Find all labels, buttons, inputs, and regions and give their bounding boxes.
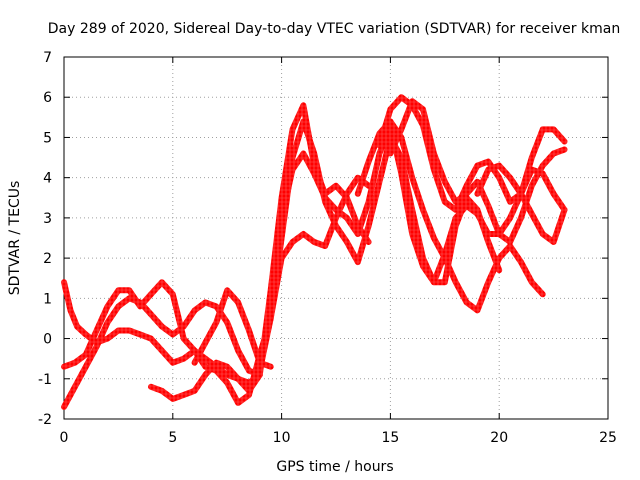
x-tick-labels: 0 5 10 15 20 25 <box>60 430 617 446</box>
chart-title: Day 289 of 2020, Sidereal Day-to-day VTE… <box>48 21 620 37</box>
data-series <box>61 94 568 410</box>
y-tick-labels: -2 -1 0 1 2 3 4 5 6 7 <box>38 50 52 428</box>
plot-frame <box>63 56 609 420</box>
series-pass-11 <box>474 162 568 245</box>
y-tick-label: 3 <box>43 211 52 227</box>
x-tick-label: 5 <box>168 430 177 446</box>
series-pass-5 <box>278 122 568 286</box>
x-axis-label: GPS time / hours <box>276 459 393 475</box>
series-pass-2 <box>61 174 372 406</box>
series-pass-1 <box>61 279 263 386</box>
x-tick-label: 20 <box>490 430 508 446</box>
axis-ticks <box>63 56 609 420</box>
y-tick-label: -2 <box>38 412 52 428</box>
y-tick-label: -1 <box>38 372 52 388</box>
series-pass-9 <box>148 359 263 402</box>
grid <box>64 57 608 419</box>
y-tick-label: 4 <box>43 171 52 187</box>
y-axis-label: SDTVAR / TECUs <box>7 181 23 296</box>
x-tick-label: 25 <box>599 430 617 446</box>
y-tick-label: 1 <box>43 291 52 307</box>
y-tick-label: 6 <box>43 90 52 106</box>
y-tick-label: 2 <box>43 251 52 267</box>
x-tick-label: 0 <box>60 430 69 446</box>
x-tick-label: 15 <box>381 430 399 446</box>
y-tick-label: 7 <box>43 50 52 66</box>
x-tick-label: 10 <box>273 430 291 446</box>
series-pass-8 <box>387 98 568 245</box>
y-tick-label: 0 <box>43 332 52 348</box>
y-tick-label: 5 <box>43 130 52 146</box>
series-pass-10 <box>191 287 274 370</box>
